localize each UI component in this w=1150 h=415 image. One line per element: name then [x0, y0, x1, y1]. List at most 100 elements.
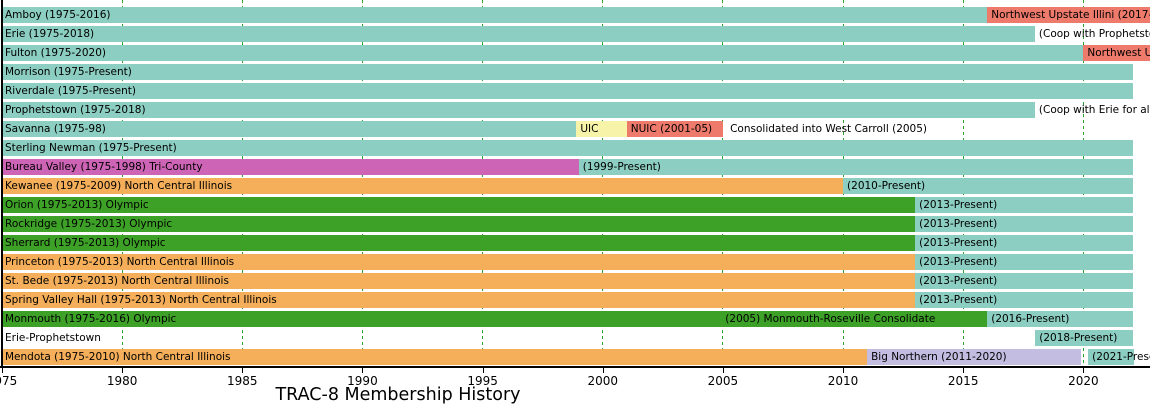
bar-label: (2021-Present): [1092, 351, 1150, 363]
bar-label: (2018-Present): [1039, 332, 1118, 344]
bar-label: (2013-Present): [919, 218, 998, 230]
timeline-row: Riverdale (1975-Present): [0, 83, 1150, 99]
row-label: Monmouth (1975-2016) Olympic: [5, 313, 177, 325]
bar-segment: [2, 178, 844, 194]
bar-segment: [2, 349, 868, 365]
timeline-row: (2013-Present) Sherrard (1975-2013) Olymp…: [0, 235, 1150, 251]
bar-segment: (2018-Present): [1035, 330, 1133, 346]
axis-tick-label: 2005: [707, 374, 739, 388]
bar-segment: [2, 102, 1036, 118]
row-label: Erie (1975-2018): [5, 28, 95, 40]
bar-segment: [2, 273, 916, 289]
row-label: Rockridge (1975-2013) Olympic: [5, 218, 173, 230]
bar-label: (2013-Present): [919, 237, 998, 249]
row-label: Sherrard (1975-2013) Olympic: [5, 237, 166, 249]
timeline-row: Sterling Newman (1975-Present): [0, 140, 1150, 156]
timeline-row: (2013-Present) Spring Valley Hall (1975-2…: [0, 292, 1150, 308]
bar-segment: (2013-Present): [915, 273, 1133, 289]
bar-segment: (2013-Present): [915, 235, 1133, 251]
bar-segment: (2013-Present): [915, 216, 1133, 232]
axis-tick: [722, 368, 724, 373]
bar-label: (2010-Present): [847, 180, 926, 192]
bar-segment: [2, 64, 1133, 80]
bar-segment: UIC: [576, 121, 627, 137]
annotation-text: (Coop with Erie for all sports): [1038, 104, 1150, 116]
timeline-row: UIC NUIC (2001-05) Consolidated into West …: [0, 121, 1150, 137]
axis-tick-label: 2015: [947, 374, 979, 388]
bar-segment: [2, 311, 988, 327]
bar-label: NUIC (2001-05): [630, 123, 713, 135]
axis-tick-label: 2020: [1068, 374, 1099, 388]
timeline-row: (Coop with Prophetstown Erie (1975-2018): [0, 26, 1150, 42]
bar-label: (2013-Present): [919, 294, 998, 306]
annotation-text: Consolidated into West Carroll (2005): [730, 123, 928, 135]
bar-segment: [2, 7, 988, 23]
annotation-text: (Coop with Prophetstown: [1038, 28, 1150, 40]
bar-segment: [2, 235, 916, 251]
bar-segment: (2013-Present): [915, 292, 1133, 308]
x-axis-line: [0, 366, 1150, 368]
y-axis-line: [1, 0, 3, 367]
row-label: Morrison (1975-Present): [5, 66, 132, 78]
axis-tick: [1083, 368, 1085, 373]
bar-segment: [2, 197, 916, 213]
bar-segment: (2013-Present): [915, 197, 1133, 213]
bar-label: Northwest Upstate Illini: [1087, 47, 1150, 59]
timeline-row: (Coop with Erie for all sports) Prophetst…: [0, 102, 1150, 118]
axis-tick-label: 2010: [827, 374, 859, 388]
timeline-row: (2013-Present) Rockridge (1975-2013) Olym…: [0, 216, 1150, 232]
row-label: Erie-Prophetstown: [5, 332, 101, 344]
bar-segment: [2, 26, 1036, 42]
row-label: Kewanee (1975-2009) North Central Illino…: [5, 180, 233, 192]
timeline-row: (2013-Present) St. Bede (1975-2013) North…: [0, 273, 1150, 289]
timeline-row: (2013-Present) Orion (1975-2013) Olympic: [0, 197, 1150, 213]
bar-segment: [2, 292, 916, 308]
row-label: Sterling Newman (1975-Present): [5, 142, 177, 154]
axis-tick-label: 1980: [106, 374, 138, 388]
axis-tick: [602, 368, 604, 373]
timeline-row: Northwest Upstate Illini (2017-Present) A…: [0, 7, 1150, 23]
bar-segment: Northwest Upstate Illini (2017-Present): [987, 7, 1150, 23]
bar-label: (2016-Present): [991, 313, 1070, 325]
axis-tick: [122, 368, 124, 373]
row-label: Amboy (1975-2016): [5, 9, 111, 21]
bar-label: Big Northern (2011-2020): [871, 351, 1007, 363]
bar-segment: [2, 254, 916, 270]
axis-tick: [242, 368, 244, 373]
row-label: Mendota (1975-2010) North Central Illino…: [5, 351, 231, 363]
bar-label: UIC: [580, 123, 599, 135]
timeline-row: (2016-Present) (2005) Monmouth-Roseville …: [0, 311, 1150, 327]
row-label: Bureau Valley (1975-1998) Tri-County: [5, 161, 203, 173]
timeline-row: Morrison (1975-Present): [0, 64, 1150, 80]
axis-tick: [2, 368, 3, 373]
bar-segment: [2, 159, 579, 175]
axis-tick: [843, 368, 845, 373]
bar-label: (2013-Present): [919, 256, 998, 268]
row-label: St. Bede (1975-2013) North Central Illin…: [5, 275, 229, 287]
timeline-row: (2010-Present) Kewanee (1975-2009) North …: [0, 178, 1150, 194]
axis-tick-label: 1975: [0, 374, 18, 388]
timeline-row: (1999-Present) Bureau Valley (1975-1998) …: [0, 159, 1150, 175]
row-label: Savanna (1975-98): [5, 123, 106, 135]
bar-segment: [2, 121, 577, 137]
bar-segment: (1999-Present): [578, 159, 1133, 175]
chart-title: TRAC-8 Membership History: [275, 385, 521, 405]
bar-segment: [2, 83, 1133, 99]
bar-label: (1999-Present): [582, 161, 661, 173]
bar-segment: [2, 140, 1133, 156]
annotation-text: (2005) Monmouth-Roseville Consolidate: [725, 313, 936, 325]
timeline-row: (2018-Present) Erie-Prophetstown: [0, 330, 1150, 346]
timeline-row: Northwest Upstate Illini Fulton (1975-202…: [0, 45, 1150, 61]
bar-segment: (2013-Present): [915, 254, 1133, 270]
bar-segment: (2010-Present): [843, 178, 1133, 194]
bar-label: (2013-Present): [919, 275, 998, 287]
axis-tick-label: 1990: [347, 374, 378, 388]
axis-tick: [482, 368, 484, 373]
row-label: Riverdale (1975-Present): [5, 85, 136, 97]
axis-tick: [963, 368, 965, 373]
bar-segment: NUIC (2001-05): [626, 121, 723, 137]
bar-label: Northwest Upstate Illini (2017-Present): [991, 9, 1150, 21]
bar-segment: (2016-Present): [987, 311, 1133, 327]
row-label: Orion (1975-2013) Olympic: [5, 199, 149, 211]
